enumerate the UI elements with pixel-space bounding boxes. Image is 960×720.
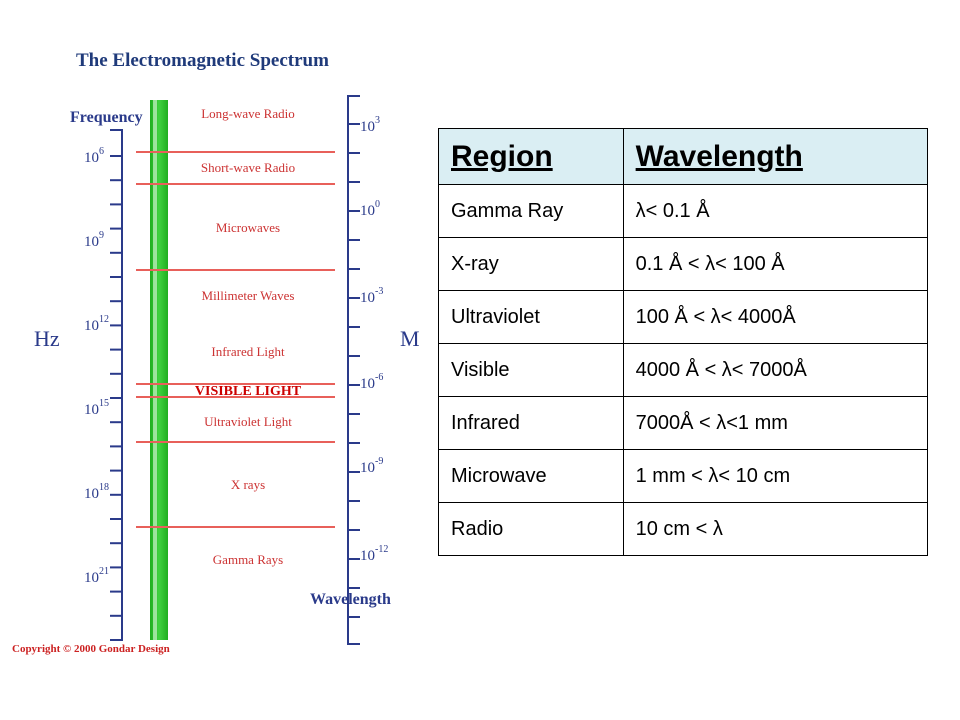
frequency-axis-ticks (110, 155, 122, 617)
frequency-tick-label: 1012 (84, 314, 109, 334)
band-dividers (136, 151, 335, 528)
band-label: Microwaves (216, 220, 280, 235)
wavelength-table: Region Wavelength Gamma Ray λ< 0.1 Å X-r… (438, 128, 929, 556)
frequency-tick-label: 106 (84, 146, 104, 166)
wavelength-cell: λ< 0.1 Å (622, 184, 929, 238)
band-label: X rays (231, 477, 265, 492)
region-cell: Ultraviolet (438, 290, 624, 344)
region-cell: Infrared (438, 396, 624, 450)
table-row: Gamma Ray λ< 0.1 Å (438, 184, 929, 238)
band-label: Short-wave Radio (201, 160, 295, 175)
wavelength-cell: 4000 Å < λ< 7000Å (622, 343, 929, 397)
wavelength-label: Wavelength (310, 591, 391, 608)
wavelength-tick-label: 103 (360, 115, 380, 135)
band-label: Long-wave Radio (201, 106, 295, 121)
frequency-tick-label: 1018 (84, 482, 109, 502)
wavelength-axis-ticks (348, 123, 360, 618)
band-labels: Long-wave Radio Short-wave Radio Microwave… (195, 106, 302, 567)
frequency-tick-label: 1021 (84, 566, 109, 586)
table-row: X-ray 0.1 Å < λ< 100 Å (438, 237, 929, 291)
spectrum-title: The Electromagnetic Spectrum (76, 50, 329, 71)
region-header: Region (438, 128, 624, 185)
band-label: VISIBLE LIGHT (195, 384, 302, 399)
table-row: Infrared 7000Å < λ<1 mm (438, 396, 929, 450)
frequency-tick-labels: 106 109 1012 1015 1018 1021 (84, 146, 109, 586)
region-cell: Gamma Ray (438, 184, 624, 238)
table-header-row: Region Wavelength (438, 128, 929, 185)
spectrum-bar (150, 100, 168, 640)
frequency-tick-label: 1015 (84, 398, 109, 418)
spectrum-bar-highlight (153, 100, 157, 640)
wavelength-cell: 0.1 Å < λ< 100 Å (622, 237, 929, 291)
frequency-axis (110, 129, 123, 641)
wavelength-tick-label: 10-9 (360, 456, 383, 476)
spectrum-diagram: The Electromagnetic Spectrum Frequency H… (12, 50, 420, 655)
band-label: Millimeter Waves (202, 288, 295, 303)
table-row: Visible 4000 Å < λ< 7000Å (438, 343, 929, 397)
band-label: Infrared Light (211, 344, 285, 359)
wavelength-axis (347, 95, 360, 645)
region-cell: Microwave (438, 449, 624, 503)
wavelength-cell: 10 cm < λ (622, 502, 929, 556)
table-row: Radio 10 cm < λ (438, 502, 929, 556)
wavelength-cell: 100 Å < λ< 4000Å (622, 290, 929, 344)
wavelength-tick-label: 10-12 (360, 544, 388, 564)
table-row: Microwave 1 mm < λ< 10 cm (438, 449, 929, 503)
frequency-tick-label: 109 (84, 230, 104, 250)
band-label: Gamma Rays (213, 552, 283, 567)
wavelength-unit: M (400, 326, 420, 351)
band-label: Ultraviolet Light (204, 414, 292, 429)
wavelength-cell: 1 mm < λ< 10 cm (622, 449, 929, 503)
region-cell: Radio (438, 502, 624, 556)
wavelength-cell: 7000Å < λ<1 mm (622, 396, 929, 450)
frequency-unit: Hz (34, 326, 60, 351)
copyright-text: Copyright © 2000 Gondar Design (12, 643, 170, 655)
wavelength-tick-label: 10-6 (360, 372, 383, 392)
region-cell: Visible (438, 343, 624, 397)
wavelength-tick-label: 10-3 (360, 286, 383, 306)
table-row: Ultraviolet 100 Å < λ< 4000Å (438, 290, 929, 344)
wavelength-tick-label: 100 (360, 199, 380, 219)
region-cell: X-ray (438, 237, 624, 291)
wavelength-header: Wavelength (622, 128, 929, 185)
frequency-label: Frequency (70, 109, 143, 126)
wavelength-tick-labels: 103 100 10-3 10-6 10-9 10-12 (360, 115, 388, 564)
